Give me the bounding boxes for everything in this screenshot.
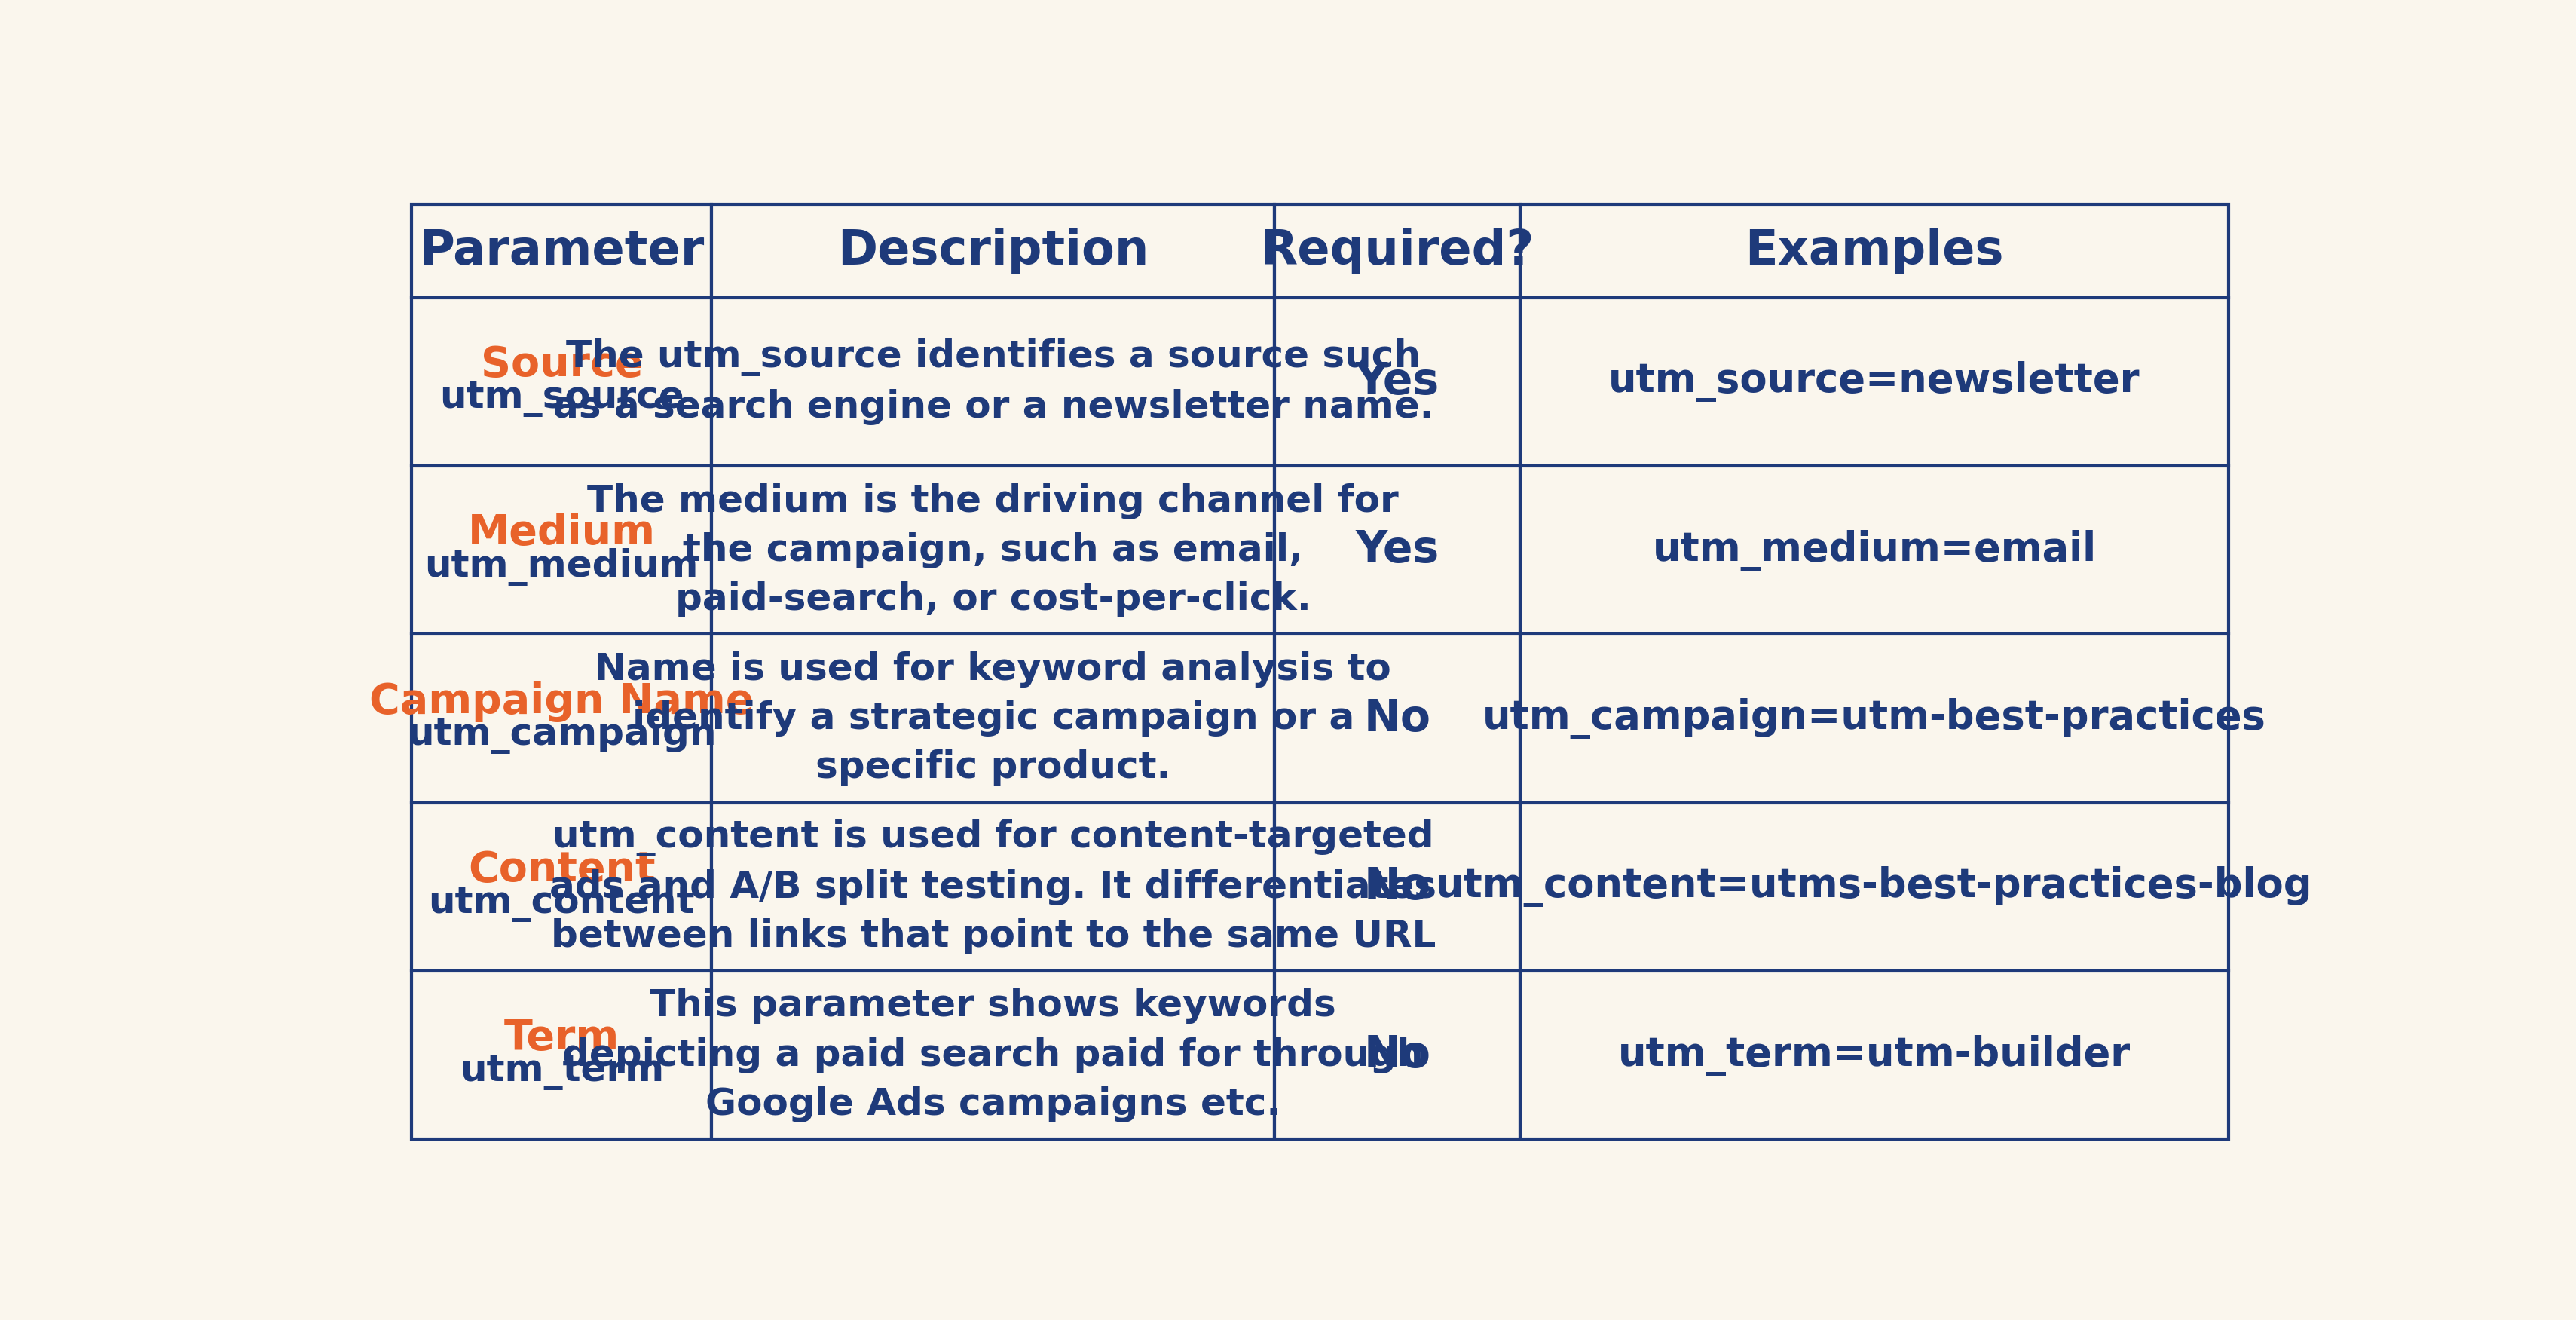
- Text: utm_campaign=utm-best-practices: utm_campaign=utm-best-practices: [1481, 698, 2267, 739]
- Bar: [1275, 297, 1520, 466]
- Text: Campaign Name: Campaign Name: [368, 681, 755, 722]
- Bar: [711, 635, 1275, 803]
- Text: Content: Content: [469, 850, 654, 890]
- Bar: [412, 635, 711, 803]
- Text: utm_content: utm_content: [428, 886, 696, 921]
- Bar: [1520, 205, 2228, 297]
- Bar: [1275, 466, 1520, 635]
- Bar: [1520, 803, 2228, 972]
- Bar: [1275, 803, 1520, 972]
- Text: The utm_source identifies a source such
as a search engine or a newsletter name.: The utm_source identifies a source such …: [554, 338, 1435, 425]
- Bar: [1275, 205, 1520, 297]
- Text: No: No: [1363, 697, 1430, 741]
- Text: No: No: [1363, 866, 1430, 908]
- Text: Term: Term: [505, 1018, 618, 1059]
- Bar: [412, 803, 711, 972]
- Text: Parameter: Parameter: [420, 227, 703, 275]
- Text: utm_content is used for content-targeted
ads and A/B split testing. It different: utm_content is used for content-targeted…: [549, 818, 1437, 954]
- Text: utm_source=newsletter: utm_source=newsletter: [1607, 362, 2141, 403]
- Text: Required?: Required?: [1260, 227, 1535, 275]
- Text: This parameter shows keywords
depicting a paid search paid for through
Google Ad: This parameter shows keywords depicting …: [562, 987, 1425, 1122]
- Text: Yes: Yes: [1355, 528, 1440, 572]
- Bar: [1520, 466, 2228, 635]
- Bar: [412, 466, 711, 635]
- Text: Source: Source: [482, 345, 644, 385]
- Text: utm_source: utm_source: [440, 380, 685, 417]
- Bar: [412, 972, 711, 1139]
- Text: Description: Description: [837, 227, 1149, 275]
- Bar: [711, 297, 1275, 466]
- Text: utm_content=utms-best-practices-blog: utm_content=utms-best-practices-blog: [1435, 866, 2313, 907]
- Bar: [412, 297, 711, 466]
- Text: No: No: [1363, 1034, 1430, 1077]
- Text: utm_term=utm-builder: utm_term=utm-builder: [1618, 1035, 2130, 1076]
- Bar: [1275, 635, 1520, 803]
- Bar: [1520, 972, 2228, 1139]
- Text: Medium: Medium: [469, 513, 654, 553]
- Bar: [1520, 635, 2228, 803]
- Bar: [1520, 297, 2228, 466]
- Text: The medium is the driving channel for
the campaign, such as email,
paid-search, : The medium is the driving channel for th…: [587, 483, 1399, 618]
- Text: Yes: Yes: [1355, 360, 1440, 404]
- Text: utm_medium=email: utm_medium=email: [1651, 529, 2097, 570]
- Bar: [412, 205, 711, 297]
- Text: Examples: Examples: [1744, 227, 2004, 275]
- Bar: [711, 972, 1275, 1139]
- Text: Name is used for keyword analysis to
identify a strategic campaign or a
specific: Name is used for keyword analysis to ide…: [595, 651, 1391, 785]
- Text: utm_term: utm_term: [459, 1053, 665, 1090]
- Bar: [711, 803, 1275, 972]
- Bar: [711, 466, 1275, 635]
- Text: utm_campaign: utm_campaign: [407, 717, 716, 754]
- Bar: [711, 205, 1275, 297]
- Text: utm_medium: utm_medium: [425, 548, 698, 586]
- Bar: [1275, 972, 1520, 1139]
